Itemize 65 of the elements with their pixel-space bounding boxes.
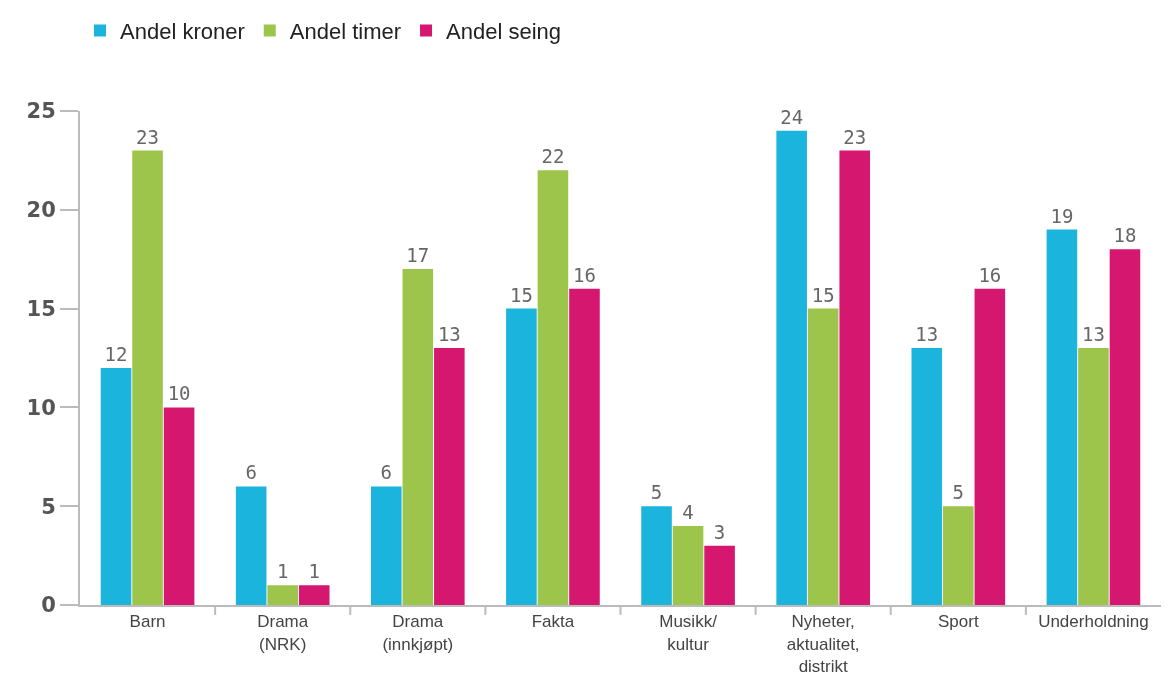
bar xyxy=(235,486,267,605)
data-label: 17 xyxy=(406,244,430,267)
data-label: 5 xyxy=(650,481,663,504)
data-label: 10 xyxy=(167,382,191,405)
x-tick-label: Musikk/ kultur xyxy=(659,612,718,654)
bar xyxy=(569,288,600,605)
y-tick-label: 5 xyxy=(41,494,56,519)
data-label: 12 xyxy=(104,342,128,365)
data-label: 13 xyxy=(437,323,461,346)
bar xyxy=(974,288,1006,605)
x-tick-label: Barn xyxy=(129,612,166,632)
bar xyxy=(839,150,871,605)
legend-label: Andel kroner xyxy=(120,19,245,45)
legend-label: Andel seing xyxy=(446,19,562,45)
data-label: 16 xyxy=(573,263,596,286)
x-tick-label: Sport xyxy=(937,612,979,632)
y-tick-label: 15 xyxy=(26,296,56,321)
bar xyxy=(537,170,569,605)
bar xyxy=(1078,348,1109,605)
data-label: 6 xyxy=(380,461,393,484)
bar xyxy=(506,308,537,605)
y-tick-label: 25 xyxy=(26,99,56,124)
bar xyxy=(1046,229,1078,605)
bar xyxy=(100,367,132,605)
bar xyxy=(641,506,672,605)
bar xyxy=(943,506,974,605)
data-label: 24 xyxy=(780,105,804,128)
data-label: 23 xyxy=(843,125,867,148)
y-tick-label: 0 xyxy=(41,593,56,618)
x-tick-label: Drama (NRK) xyxy=(257,612,309,654)
data-label: 4 xyxy=(682,500,694,523)
y-tick-label: 10 xyxy=(26,395,56,420)
data-label: 1 xyxy=(308,560,320,583)
bar xyxy=(1109,249,1141,605)
data-label: 15 xyxy=(509,283,533,306)
x-tick-label: Underholdning xyxy=(1038,612,1149,632)
x-tick-label: Drama (innkjøpt) xyxy=(382,612,454,654)
data-label: 22 xyxy=(541,145,565,168)
x-tick-label: Nyheter, aktualitet, distrikt xyxy=(786,612,860,676)
bar xyxy=(776,130,807,605)
bar xyxy=(163,407,195,605)
data-label: 18 xyxy=(1113,224,1137,247)
data-label: 13 xyxy=(915,323,939,346)
bar xyxy=(132,150,163,605)
bar xyxy=(298,585,330,605)
data-label: 23 xyxy=(136,125,160,148)
bar xyxy=(911,348,943,605)
bar xyxy=(672,525,704,605)
data-label: 6 xyxy=(245,461,257,484)
bar xyxy=(402,269,434,605)
data-label: 15 xyxy=(811,283,835,306)
data-label: 1 xyxy=(276,560,289,583)
legend-label: Andel timer xyxy=(289,19,402,45)
bar xyxy=(807,308,839,605)
data-label: 5 xyxy=(952,481,965,504)
bar xyxy=(370,486,402,605)
x-tick-label: Fakta xyxy=(531,612,575,632)
y-tick-label: 20 xyxy=(26,198,56,223)
bar xyxy=(434,348,465,605)
data-label: 3 xyxy=(713,520,726,543)
bar xyxy=(704,545,735,605)
data-label: 13 xyxy=(1081,323,1105,346)
data-label: 16 xyxy=(978,263,1002,286)
data-label: 19 xyxy=(1050,204,1074,227)
bar xyxy=(267,585,298,605)
